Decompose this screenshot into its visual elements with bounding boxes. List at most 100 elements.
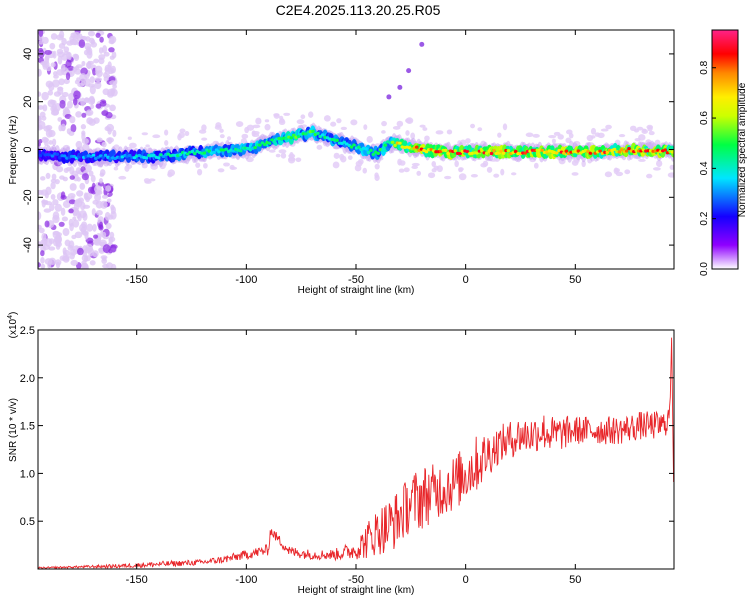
spectrogram-noise-cell [106, 262, 114, 269]
spectrogram-noise-cell [308, 111, 314, 118]
spectrogram-noise-cell [69, 183, 77, 191]
spectrogram-noise-cell [214, 124, 222, 130]
spectrogram-noise-cell [179, 128, 186, 133]
spectrogram-noise-cell [203, 162, 208, 169]
spectrogram-noise-cell [141, 132, 149, 136]
spectrogram-peak-cell [50, 154, 55, 158]
spectrogram-peak-cell [480, 149, 484, 153]
spectrogram-noise-cell [396, 120, 404, 127]
spectrogram-noise-cell [458, 173, 467, 181]
spectrogram-peak-cell [270, 138, 274, 142]
spectrogram-noise-cell [45, 124, 53, 131]
spectrogram-noise-cell [316, 144, 323, 150]
spectrogram-noise-cell [86, 223, 94, 232]
spectrogram-peak-cell [371, 152, 376, 157]
spectrogram-peak-cell [670, 150, 674, 154]
spectrogram-peak-cell [289, 136, 294, 140]
spectrogram-noise-cell [381, 120, 387, 127]
spectrogram-noise-cell [470, 173, 478, 178]
spectrogram-x-tick-label: -100 [235, 274, 257, 286]
spectrogram-noise-cell [411, 165, 419, 170]
spectrogram-peak-cell [383, 143, 388, 147]
spectrogram-noise-cell [648, 131, 655, 136]
spectrogram-noise-cell [94, 81, 102, 90]
spectrogram-peak-cell [132, 156, 137, 160]
spectrogram-noise-cell [493, 173, 500, 178]
snr-y-tick-label: 1.5 [20, 421, 35, 433]
spectrogram-peak-cell [414, 145, 419, 149]
spectrogram-noise-cell [88, 95, 95, 103]
spectrogram-y-tick-label: -20 [22, 189, 34, 205]
spectrogram-noise-cell [482, 160, 489, 167]
snr-x-tick-label: 0 [463, 574, 469, 586]
spectrogram-noise-cell [75, 111, 82, 118]
spectrogram-noise-cell [72, 216, 77, 221]
spectrogram-noise-cell [72, 219, 80, 228]
spectrogram-noise-cell [323, 115, 331, 122]
spectrogram-noise-cell [289, 151, 294, 159]
spectrogram-noise-cell [112, 129, 117, 138]
spectrogram-noise-cell [73, 90, 81, 100]
colorbar-tick-label: 0.4 [699, 161, 710, 175]
spectrogram-noise-cell [54, 259, 62, 266]
spectrogram-noise-cell [604, 171, 613, 178]
spectrogram-noise-cell [152, 134, 161, 139]
spectrogram-noise-cell [87, 30, 96, 37]
spectrogram-noise-cell [56, 48, 64, 55]
spectrogram-noise-cell [38, 211, 42, 221]
spectrogram-peak-cell [663, 148, 668, 152]
spectrogram-peak-cell [364, 147, 368, 151]
spectrogram-noise-cell [84, 111, 92, 116]
spectrogram-noise-cell [58, 78, 65, 86]
spectrogram-peak-cell [316, 131, 320, 135]
spectrogram-noise-cell [235, 121, 244, 128]
spectrogram-noise-cell [57, 55, 63, 65]
spectrogram-noise-cell [73, 53, 80, 61]
spectrogram-noise-cell [41, 115, 47, 121]
colorbar-frame [711, 29, 739, 270]
spectrogram-noise-cell [74, 231, 83, 239]
spectrogram-noise-cell [405, 117, 414, 125]
spectrogram-noise-cell [500, 168, 505, 176]
spectrogram-noise-cell [55, 241, 62, 248]
spectrogram-peak-cell [349, 145, 354, 149]
spectrogram-peak-cell [231, 149, 236, 153]
spectrogram-noise-cell [63, 167, 69, 173]
spectrogram-noise-cell [581, 160, 586, 168]
spectrogram-noise-cell [101, 141, 107, 148]
spectrogram-noise-cell [81, 112, 87, 118]
spectrogram-peak-cell [101, 155, 105, 160]
spectrogram-noise-cell [502, 123, 508, 131]
snr-y-multiplier: (x104) [7, 312, 19, 339]
spectrogram-x-tick-label: 0 [463, 274, 469, 286]
spectrogram-noise-cell [47, 99, 56, 108]
spectrogram-noise-cell [458, 167, 464, 172]
spectrogram-noise-cell [52, 138, 57, 147]
spectrogram-noise-cell [89, 76, 95, 84]
spectrogram-noise-cell [93, 58, 100, 64]
spectrogram-noise-cell [52, 199, 59, 206]
spectrogram-noise-cell [69, 35, 75, 42]
snr-y-tick-label: 2.5 [20, 325, 35, 337]
spectrogram-peak-cell [443, 148, 448, 152]
spectrogram-noise-cell [64, 106, 69, 112]
spectrogram-noise-cell [145, 144, 150, 148]
spectrogram-peak-cell [465, 149, 470, 154]
spectrogram-noise-cell [109, 231, 115, 239]
spectrogram-noise-cell [177, 133, 182, 141]
spectrogram-noise-cell [80, 97, 86, 107]
snr-x-tick-label: -100 [235, 574, 257, 586]
spectrogram-peak-cell [303, 132, 308, 136]
spectrogram-noise-cell [38, 115, 42, 124]
spectrogram-noise-cell [42, 36, 49, 45]
spectrogram-peak-cell [214, 148, 219, 152]
spectrogram-peak-cell [91, 153, 96, 157]
spectrogram-noise-cell [410, 132, 416, 140]
colorbar-tick-label: 0.8 [699, 60, 710, 74]
spectrogram-noise-cell [278, 149, 287, 154]
spectrogram-noise-cell [77, 197, 84, 204]
colorbar: 0.0 0.2 0.4 0.6 0.8 Normalized spectral ampl… [699, 29, 748, 276]
spectrogram-noise-cell [77, 82, 85, 88]
spectrogram-peak-cell [554, 151, 559, 155]
spectrogram-noise-cell [104, 211, 111, 221]
